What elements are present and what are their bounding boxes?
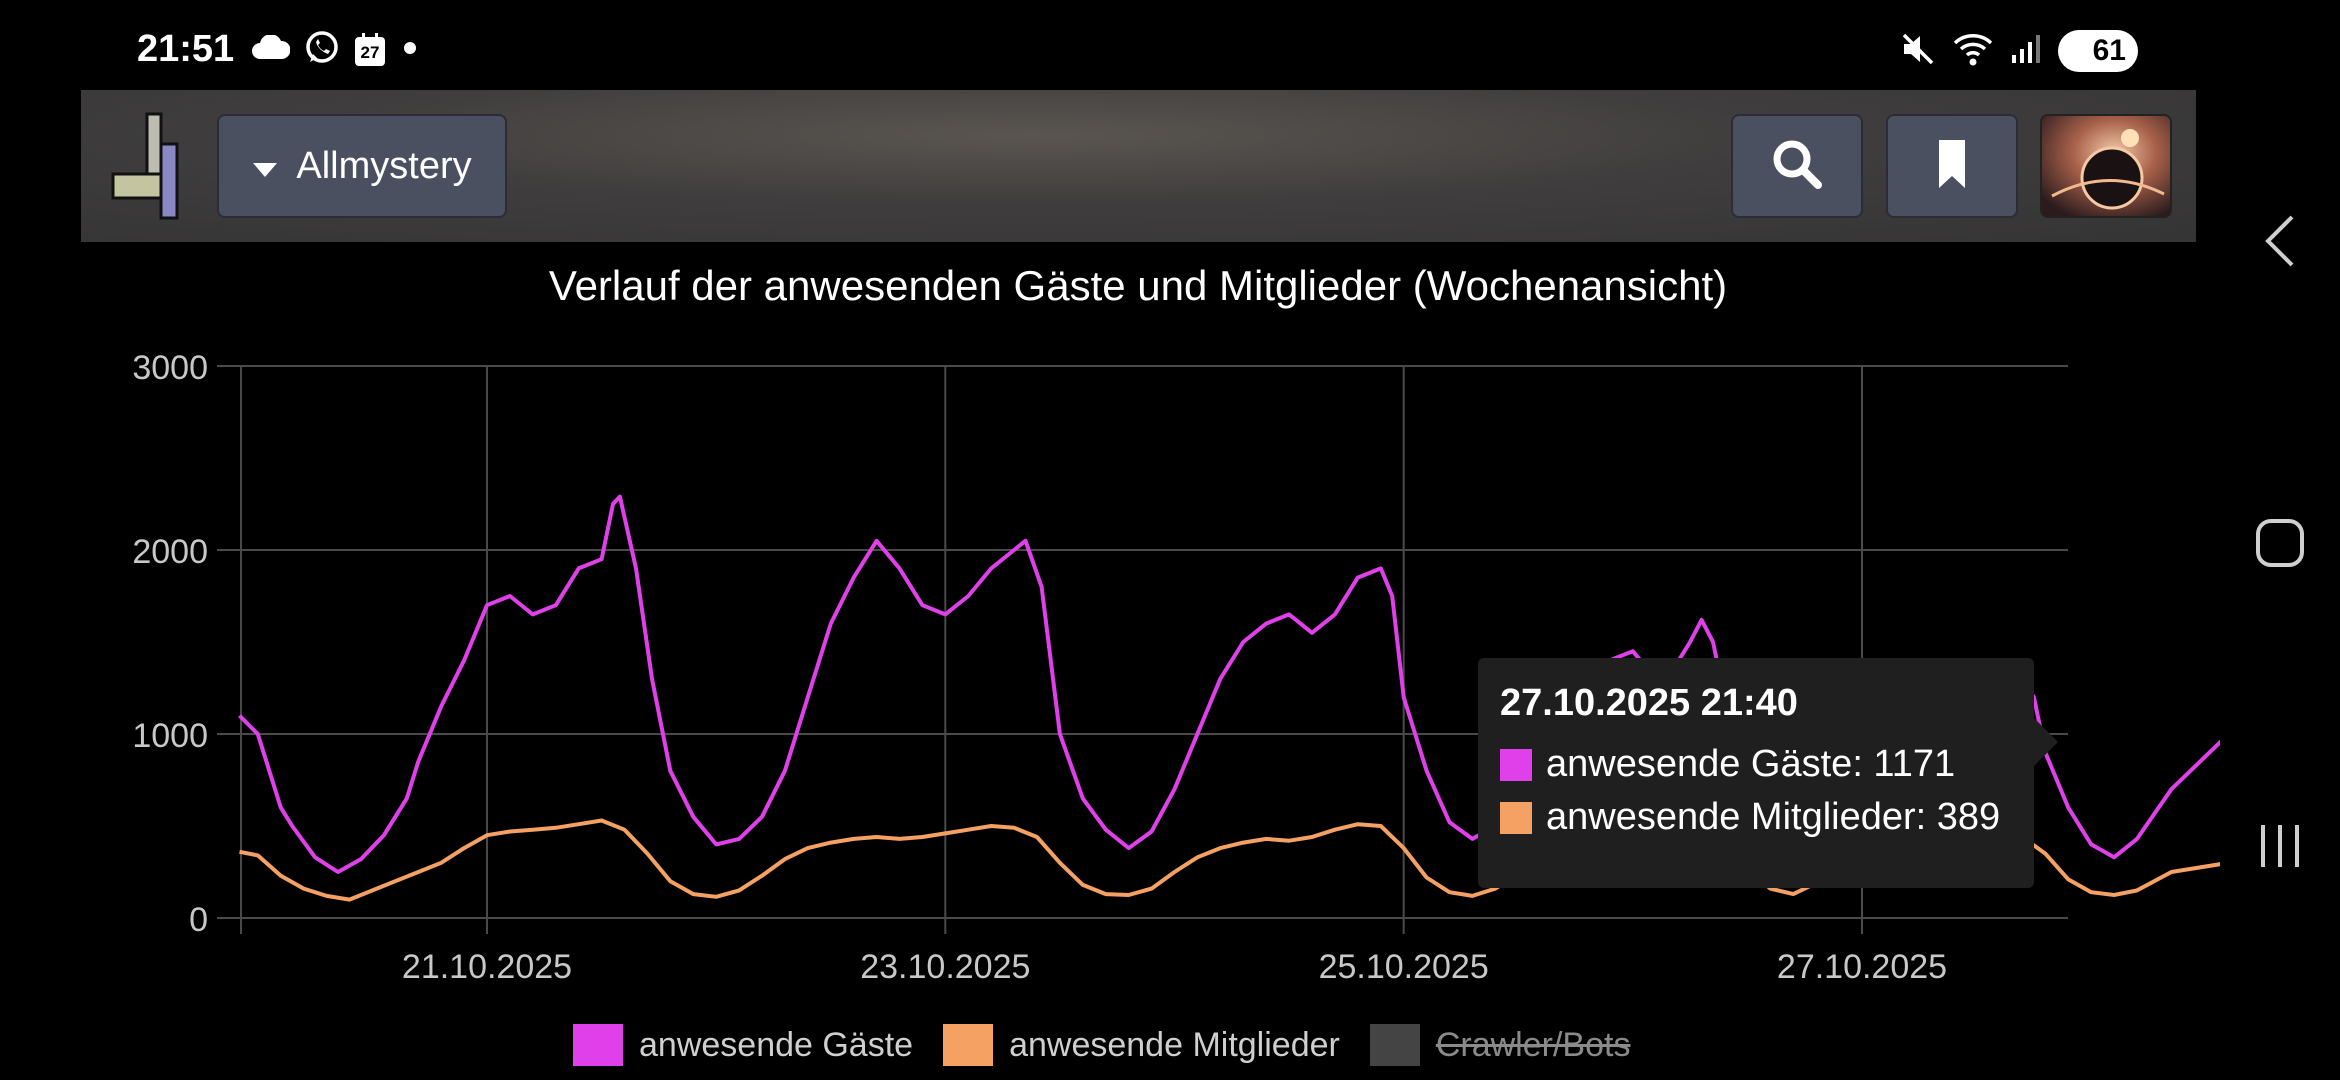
y-tick-label-3000: 3000 [132, 349, 208, 387]
dropdown-caret-icon [252, 145, 278, 188]
legend-swatch-crawlers [1369, 1024, 1420, 1066]
home-icon [2255, 518, 2305, 573]
dot-icon [400, 38, 420, 63]
calendar-day: 27 [360, 43, 380, 62]
legend-label-guests: anwesende Gäste [639, 1025, 914, 1064]
x-tick-label-3: 27.10.2025 [1777, 948, 1947, 986]
legend-item-guests[interactable]: anwesende Gäste [573, 1024, 913, 1066]
search-icon [1770, 137, 1824, 196]
y-tick-label-0: 0 [189, 901, 208, 939]
legend-item-crawlers[interactable]: Crawler/Bots [1369, 1024, 1631, 1066]
bookmark-button[interactable] [1886, 114, 2018, 218]
back-button[interactable] [2220, 183, 2340, 303]
status-bar: 21:51 27 61 [0, 0, 2220, 90]
tooltip-label-members: anwesende Mitglieder: 389 [1546, 796, 2001, 838]
chart: 0 1000 2000 3000 21.10.2025 23.10.2025 25.10.2… [132, 349, 2220, 986]
search-button[interactable] [1731, 114, 1863, 218]
x-tick-label-0: 21.10.2025 [402, 948, 572, 986]
mute-icon [1900, 31, 1936, 72]
tooltip-label-guests: anwesende Gäste: 1171 [1546, 743, 1956, 785]
status-time: 21:51 [137, 28, 235, 70]
x-tick-label-2: 25.10.2025 [1319, 948, 1489, 986]
tooltip-row-guests: anwesende Gäste: 1171 [1500, 743, 2012, 786]
tooltip-title: 27.10.2025 21:40 [1500, 682, 1798, 724]
site-label: Allmystery [296, 144, 472, 187]
chart-tooltip: 27.10.2025 21:40 anwesende Gäste: 1171 a… [1478, 658, 2058, 888]
calendar-icon: 27 [354, 33, 386, 67]
recents-icon [2257, 821, 2303, 876]
legend-label-members: anwesende Mitglieder [1009, 1025, 1340, 1064]
battery-level: 61 [2092, 34, 2126, 67]
legend-label-crawlers: Crawler/Bots [1435, 1025, 1631, 1064]
avatar[interactable] [2040, 114, 2172, 218]
y-tick-label-1000: 1000 [132, 717, 208, 755]
chart-title: Verlauf der anwesenden Gäste und Mitglie… [548, 262, 1728, 309]
back-icon [2260, 213, 2300, 274]
tooltip-row-members: anwesende Mitglieder: 389 [1500, 796, 2012, 839]
signal-icon [2010, 33, 2042, 70]
tooltip-swatch-members [1500, 801, 1532, 834]
logo-icon[interactable] [111, 112, 181, 222]
wifi-icon [1952, 31, 1994, 72]
legend-swatch-members [943, 1024, 994, 1066]
legend-swatch-guests [573, 1024, 623, 1066]
whatsapp-icon [304, 30, 340, 71]
battery-icon: 61 [2058, 30, 2138, 72]
tooltip-swatch-guests [1500, 748, 1532, 781]
legend-item-members[interactable]: anwesende Mitglieder [943, 1024, 1340, 1066]
site-selector-button[interactable]: Allmystery [217, 114, 507, 218]
y-tick-label-2000: 2000 [132, 533, 208, 571]
recents-button[interactable] [2220, 788, 2340, 908]
home-button[interactable] [2220, 485, 2340, 605]
app-bar: Allmystery [81, 90, 2196, 242]
chart-legend: anwesende Gäste anwesende Mitglieder Cra… [573, 1022, 1660, 1068]
system-navigation [2220, 0, 2340, 1080]
x-tick-label-1: 23.10.2025 [860, 948, 1030, 986]
bookmark-icon [1937, 138, 1967, 195]
cloud-icon [252, 33, 291, 66]
